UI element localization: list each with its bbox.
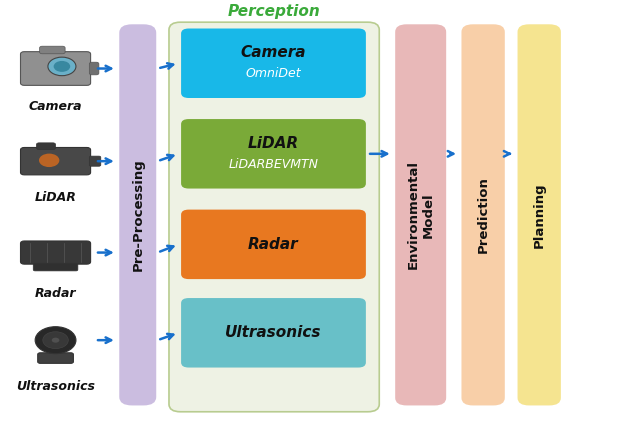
- Text: Radar: Radar: [35, 287, 76, 300]
- Circle shape: [35, 327, 76, 353]
- Text: Prediction: Prediction: [477, 176, 490, 253]
- FancyBboxPatch shape: [40, 46, 65, 54]
- FancyBboxPatch shape: [181, 298, 366, 368]
- Text: Ultrasonics: Ultrasonics: [16, 380, 95, 393]
- Text: Perception: Perception: [228, 4, 321, 19]
- Circle shape: [54, 61, 70, 72]
- FancyBboxPatch shape: [36, 143, 56, 150]
- Circle shape: [43, 332, 68, 349]
- Text: Radar: Radar: [248, 237, 299, 252]
- Text: LiDAR: LiDAR: [248, 136, 299, 151]
- FancyBboxPatch shape: [461, 25, 505, 405]
- Text: Pre-Processing: Pre-Processing: [131, 159, 144, 271]
- FancyBboxPatch shape: [169, 22, 380, 412]
- FancyBboxPatch shape: [119, 25, 156, 405]
- FancyBboxPatch shape: [90, 62, 99, 75]
- Circle shape: [39, 154, 60, 167]
- FancyBboxPatch shape: [395, 25, 446, 405]
- Text: Planning: Planning: [532, 182, 546, 248]
- FancyBboxPatch shape: [90, 156, 100, 166]
- Circle shape: [52, 338, 60, 343]
- FancyBboxPatch shape: [181, 28, 366, 98]
- Text: LiDARBEVMTN: LiDARBEVMTN: [228, 158, 319, 171]
- Text: Environmental
Model: Environmental Model: [406, 160, 435, 269]
- FancyBboxPatch shape: [33, 263, 78, 271]
- Text: Ultrasonics: Ultrasonics: [225, 326, 322, 340]
- FancyBboxPatch shape: [181, 209, 366, 279]
- FancyBboxPatch shape: [181, 119, 366, 188]
- FancyBboxPatch shape: [38, 353, 74, 363]
- Circle shape: [48, 57, 76, 76]
- Text: LiDAR: LiDAR: [35, 191, 77, 204]
- Text: Camera: Camera: [29, 100, 83, 113]
- FancyBboxPatch shape: [20, 241, 91, 264]
- FancyBboxPatch shape: [20, 147, 91, 175]
- Text: Camera: Camera: [241, 45, 306, 60]
- FancyBboxPatch shape: [518, 25, 561, 405]
- FancyBboxPatch shape: [20, 52, 91, 86]
- Text: OmniDet: OmniDet: [246, 67, 301, 80]
